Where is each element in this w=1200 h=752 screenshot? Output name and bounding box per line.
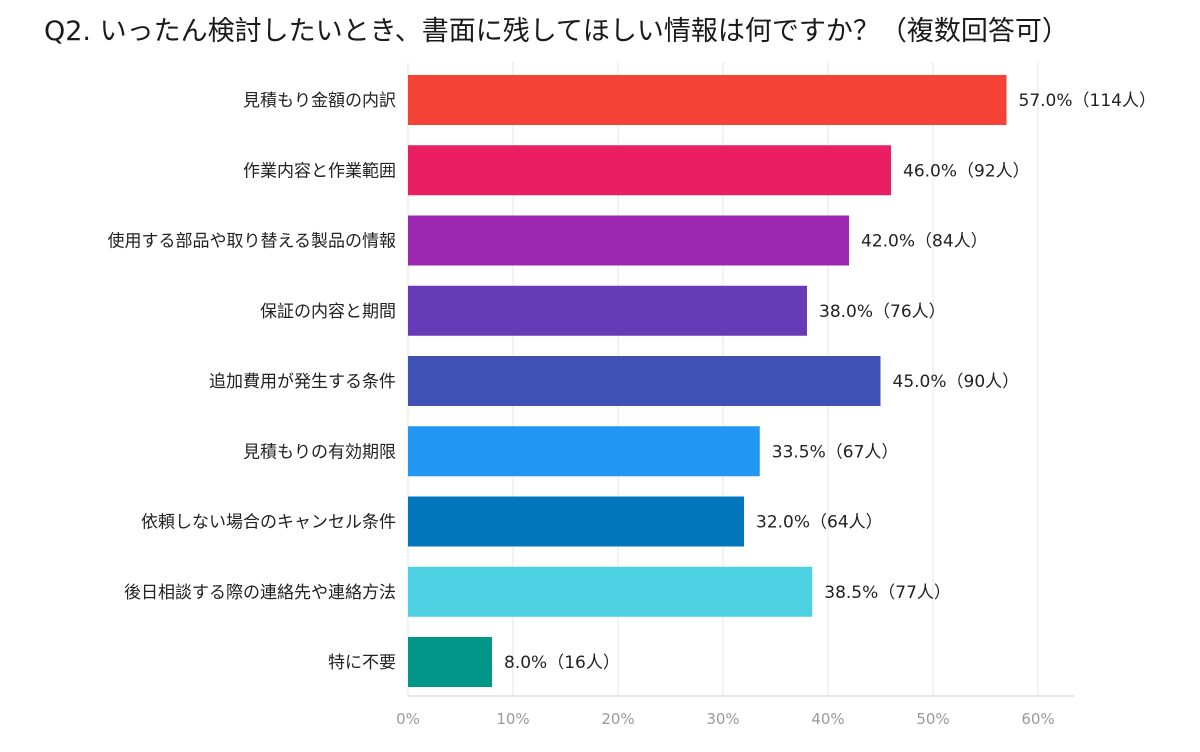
bar <box>408 566 813 617</box>
category-label: 依頼しない場合のキャンセル条件 <box>141 513 396 533</box>
bar <box>408 215 849 266</box>
category-label: 保証の内容と期間 <box>260 302 396 322</box>
category-label: 後日相談する際の連絡先や連絡方法 <box>124 583 396 603</box>
bar <box>408 285 807 336</box>
bars-layer <box>408 75 1007 687</box>
data-label: 42.0%（84人） <box>861 232 988 252</box>
data-label: 38.5%（77人） <box>824 583 951 603</box>
x-tick-label: 10% <box>496 710 529 728</box>
data-label: 45.0%（90人） <box>893 372 1020 392</box>
category-label: 見積もりの有効期限 <box>243 442 396 462</box>
x-tick-label: 40% <box>811 710 844 728</box>
category-label: 特に不要 <box>328 653 396 673</box>
category-label: 見積もり金額の内訳 <box>243 91 396 111</box>
data-label: 46.0%（92人） <box>903 161 1030 181</box>
bar <box>408 637 492 687</box>
bar <box>408 426 760 477</box>
bar <box>408 145 891 196</box>
data-label: 57.0%（114人） <box>1019 91 1156 111</box>
x-tick-label: 60% <box>1021 710 1054 728</box>
x-tick-label: 50% <box>916 710 949 728</box>
category-label: 作業内容と作業範囲 <box>243 161 396 181</box>
chart-title: Q2. いったん検討したいとき、書面に残してほしい情報は何ですか？（複数回答可） <box>44 16 1069 47</box>
bar <box>408 75 1007 125</box>
x-tick-label: 0% <box>396 710 420 728</box>
data-label: 32.0%（64人） <box>756 513 883 533</box>
data-label: 8.0%（16人） <box>504 653 620 673</box>
x-tick-label: 20% <box>601 710 634 728</box>
labels-layer: 見積もり金額の内訳 57.0%（114人） 作業内容と作業範囲 46.0%（92人） 使… <box>108 91 1156 673</box>
ticks-layer: 0% 10% 20% 30% 40% 50% 60% <box>396 710 1055 728</box>
data-label: 33.5%（67人） <box>772 442 899 462</box>
category-label: 使用する部品や取り替える製品の情報 <box>108 231 397 252</box>
data-label: 38.0%（76人） <box>819 302 946 322</box>
x-tick-label: 30% <box>706 710 739 728</box>
bar <box>408 496 744 547</box>
category-label: 追加費用が発生する条件 <box>209 372 396 392</box>
bar <box>408 356 881 406</box>
